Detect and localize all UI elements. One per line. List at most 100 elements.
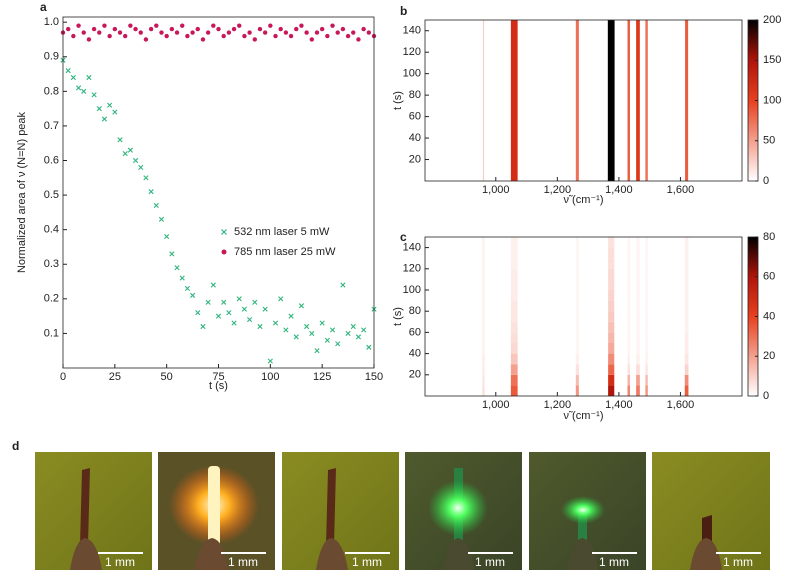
x-tick-label: 125: [313, 371, 331, 383]
point: [351, 30, 356, 35]
heat-cell: [608, 343, 615, 354]
heat-cell: [575, 237, 579, 248]
heat-cell: [636, 290, 640, 301]
heat-cell: [645, 353, 648, 365]
point: [247, 316, 253, 323]
heat-cell: [510, 374, 518, 386]
point: [319, 320, 325, 326]
colorbar-tick-label: 50: [763, 135, 775, 147]
heat-cell: [636, 258, 640, 269]
y-tick-label: 0.6: [44, 154, 59, 166]
scale-bar-label: 1 mm: [599, 555, 629, 569]
point: [335, 30, 340, 35]
point: [143, 175, 149, 181]
heat-cell: [645, 332, 648, 343]
heat-cell: [608, 258, 615, 269]
heat-cell: [510, 321, 518, 333]
colorbar-tick-label: 0: [763, 175, 769, 187]
heat-cell: [636, 311, 640, 322]
point: [221, 299, 227, 305]
heat-cell: [627, 374, 630, 386]
point: [174, 30, 180, 35]
legend-label: 532 nm laser 5 mW: [234, 226, 330, 238]
point: [200, 323, 206, 330]
y-tick-label: 60: [409, 111, 421, 123]
x-tick-label: 150: [365, 371, 383, 383]
heat-cell: [608, 374, 615, 386]
point: [81, 88, 87, 94]
x-axis-label: t (s): [209, 380, 228, 392]
heat-cell: [482, 300, 485, 312]
point: [184, 285, 190, 292]
photo: 1 mm: [158, 452, 275, 570]
point: [164, 234, 170, 240]
point: [330, 23, 335, 28]
point: [288, 33, 294, 39]
heat-cell: [482, 247, 485, 259]
point: [262, 30, 268, 35]
point: [356, 37, 361, 42]
heat-cell: [627, 364, 630, 375]
colorbar-tick-label: 60: [763, 271, 775, 283]
heat-cell: [636, 374, 640, 386]
point: [180, 23, 185, 28]
point: [366, 344, 372, 350]
heat-cell: [510, 247, 518, 259]
heat-cell: [510, 385, 518, 396]
point: [65, 26, 71, 32]
y-tick-label: 0.7: [44, 120, 59, 132]
heat-cell: [627, 268, 630, 280]
point: [179, 275, 185, 281]
x-tick-label: 100: [261, 371, 279, 383]
heat-cell: [684, 300, 689, 312]
point: [345, 330, 351, 337]
heat-cell: [510, 300, 518, 312]
heat-cell: [636, 364, 640, 375]
point: [101, 116, 108, 122]
point: [132, 157, 139, 164]
point: [335, 341, 341, 347]
y-tick-label: 140: [403, 242, 421, 254]
y-axis-label: t (s): [392, 91, 404, 110]
point: [210, 282, 216, 288]
point: [231, 26, 237, 32]
heat-cell: [684, 343, 689, 354]
point: [340, 282, 346, 288]
heat-cell: [510, 311, 518, 322]
point: [278, 296, 284, 302]
heat-cell: [575, 300, 579, 312]
point: [112, 26, 118, 32]
heat-cell: [608, 385, 615, 396]
heat-cell: [608, 237, 615, 248]
y-tick-label: 120: [403, 46, 421, 58]
y-tick-label: 0.3: [44, 258, 59, 270]
point: [247, 30, 252, 35]
point: [189, 292, 196, 298]
point: [123, 33, 128, 39]
colorbar-tick-label: 80: [763, 231, 775, 243]
point: [143, 37, 149, 42]
point: [262, 306, 268, 312]
point: [340, 26, 346, 32]
point: [309, 37, 314, 42]
heat-cell: [636, 343, 640, 354]
heat-cell: [645, 300, 648, 312]
heat-cell: [608, 364, 615, 375]
point: [237, 23, 242, 28]
photo: 1 mm: [652, 452, 770, 570]
heat-cell: [645, 321, 648, 333]
point: [355, 334, 362, 340]
y-tick-label: 40: [409, 348, 421, 360]
heat-band: [510, 20, 518, 181]
y-axis-label: Normalized area of ν (N=N) peak: [16, 111, 28, 273]
point: [122, 151, 128, 157]
point: [278, 26, 283, 32]
point: [252, 299, 258, 305]
x-tick-label: 1,200: [544, 184, 572, 196]
heat-cell: [645, 374, 648, 386]
point: [128, 23, 133, 28]
y-tick-label: 0.1: [44, 327, 59, 339]
point: [205, 30, 211, 35]
point: [96, 106, 102, 112]
